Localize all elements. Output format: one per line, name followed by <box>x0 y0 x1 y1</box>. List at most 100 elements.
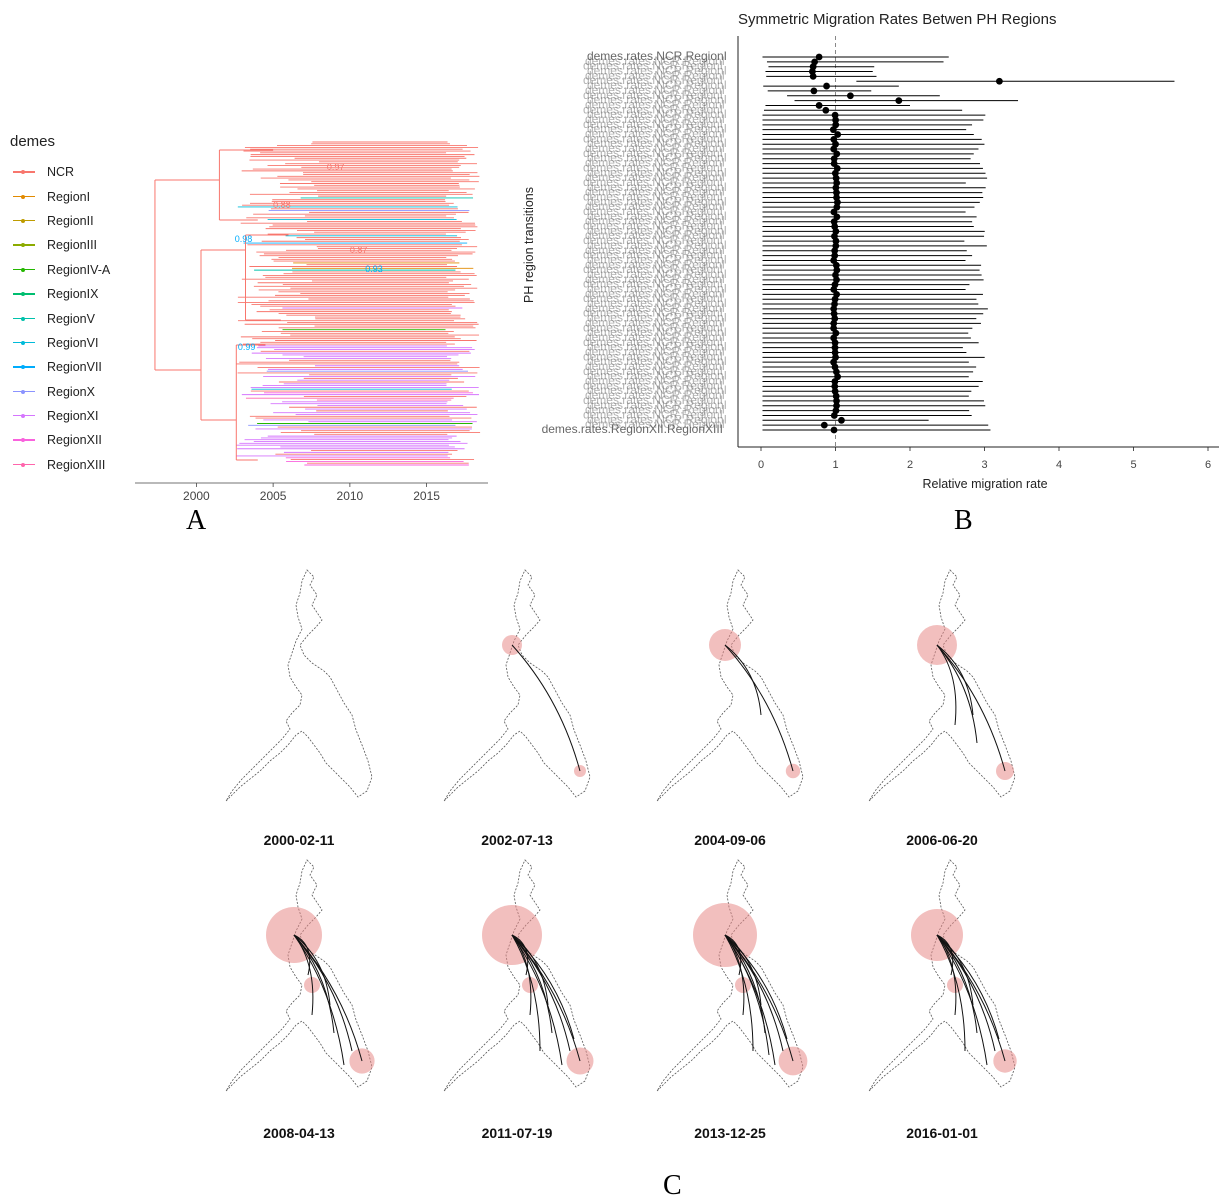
x-tick-label: 4 <box>1056 459 1062 471</box>
map-date-label: 2000-02-11 <box>263 832 335 848</box>
y-tick-label-overlap: demes.rates.NCR.RegionI <box>583 131 723 145</box>
legend-label: RegionIII <box>47 238 98 253</box>
legend-key-swatch <box>13 265 35 275</box>
y-tick-label-overlap: demes.rates.NCR.RegionI <box>583 335 723 349</box>
mean-point <box>996 77 1003 85</box>
y-tick-label-overlap: demes.rates.NCR.RegionI <box>587 209 727 223</box>
legend-label: RegionXI <box>47 409 99 424</box>
mean-point <box>831 247 839 255</box>
migration-link <box>936 644 1006 772</box>
y-tick-label-overlap: demes.rates.NCR.RegionI <box>583 306 723 320</box>
y-tick-label-overlap: demes.rates.NCR.RegionI <box>585 214 725 228</box>
y-tick-label-overlap: demes.rates.NCR.RegionI <box>585 301 725 315</box>
y-tick-label-overlap: demes.rates.NCR.RegionI <box>587 412 727 426</box>
y-tick-label-overlap: demes.rates.RegionXII.RegionXIII <box>542 422 723 436</box>
x-tick-label: 1 <box>832 459 838 471</box>
y-tick-label-overlap: demes.rates.NCR.RegionI <box>585 403 725 417</box>
legend-rows: NCR RegionI RegionII RegionIII RegionIV-A Reg… <box>10 160 130 477</box>
mean-point <box>833 189 840 197</box>
ph-map <box>225 859 375 1092</box>
migration-link <box>936 644 957 726</box>
y-tick-label-overlap: demes.rates.NCR.RegionI <box>583 349 723 363</box>
legend-item: NCR <box>10 160 130 184</box>
y-tick-label-overlap: demes.rates.NCR.RegionI <box>587 78 727 92</box>
y-tick-label-overlap: demes.rates.NCR.RegionI <box>585 97 725 111</box>
y-tick-label-overlap: demes.rates.NCR.RegionI <box>585 112 725 126</box>
y-tick-label-overlap: demes.rates.NCR.RegionI <box>583 59 723 73</box>
legend-item: RegionIII <box>10 233 130 257</box>
migration-link <box>293 934 311 976</box>
migration-link <box>724 934 754 1052</box>
y-tick-label-overlap: demes.rates.NCR.RegionI <box>585 315 725 329</box>
x-tick-label: 5 <box>1130 459 1136 471</box>
migration-link <box>724 644 762 716</box>
island-outline <box>868 859 1016 1092</box>
migration-link <box>936 644 978 744</box>
island-outline <box>656 569 804 802</box>
tree-node-labels: 0.97 0.98 0.87 0.99 0.88 0.93 <box>235 162 383 352</box>
legend-item: RegionX <box>10 380 130 404</box>
mean-point <box>822 106 830 114</box>
y-tick-label-overlap: demes.rates.NCR.RegionI <box>587 325 727 339</box>
legend-label: RegionV <box>47 311 95 326</box>
legend-key-swatch <box>13 240 35 250</box>
y-tick-label-overlap: demes.rates.NCR.RegionI <box>585 83 725 97</box>
ph-map <box>656 569 804 802</box>
y-tick-label-overlap: demes.rates.NCR.RegionI <box>583 364 723 378</box>
legend-label: NCR <box>47 165 75 180</box>
x-tick-label: 2 <box>907 459 913 471</box>
y-tick-label-overlap: demes.rates.NCR.RegionI <box>585 68 725 82</box>
legend-item: RegionI <box>10 184 130 208</box>
legend-item: RegionIX <box>10 282 130 306</box>
y-tick-label-overlap: demes.rates.NCR.RegionI <box>583 248 723 262</box>
tree-tips <box>236 141 481 466</box>
legend-item: RegionV <box>10 306 130 330</box>
y-tick-label-overlap: demes.rates.NCR.RegionI <box>583 189 723 203</box>
y-tick-label-overlap: demes.rates.NCR.RegionI <box>587 238 727 252</box>
y-tick-label-overlap: demes.rates.NCR.RegionI <box>587 267 727 281</box>
y-tick-label-overlap: demes.rates.NCR.RegionI <box>583 233 723 247</box>
tree-backbone <box>154 149 289 461</box>
migration-link <box>293 934 345 1066</box>
mean-point <box>815 102 823 109</box>
y-tick-label-overlap: demes.rates.NCR.RegionI <box>583 146 723 160</box>
ph-map <box>225 569 373 802</box>
mean-point <box>831 349 839 356</box>
y-tick-label-overlap: demes.rates.NCR.RegionI <box>583 291 723 305</box>
y-tick-label-overlap: demes.rates.NCR.RegionI <box>587 223 727 237</box>
y-tick-label-overlap: demes.rates.NCR.RegionI <box>585 141 725 155</box>
y-tick-label-overlap: demes.rates.NCR.RegionI <box>587 107 727 121</box>
y-tick-label-overlap: demes.rates.NCR.RegionI <box>587 151 727 165</box>
legend-label: RegionX <box>47 384 95 399</box>
x-tick-label: 3 <box>981 459 987 471</box>
x-ticks: 0 1 2 3 4 5 6 <box>758 447 1211 471</box>
mean-point <box>834 131 842 138</box>
migration-link <box>511 934 571 1052</box>
legend-label: RegionXIII <box>47 457 106 472</box>
y-tick-label-overlap: demes.rates.NCR.RegionI <box>587 340 727 354</box>
y-tick-label-overlap: demes.rates.NCR.RegionI <box>587 93 727 107</box>
legend-key-swatch <box>13 338 35 348</box>
mean-point <box>820 421 828 429</box>
mean-point <box>830 426 838 434</box>
legend-item: RegionXI <box>10 404 130 428</box>
mean-point <box>831 378 839 385</box>
legend-key-swatch <box>13 289 35 299</box>
y-tick-label-overlap: demes.rates.NCR.RegionI <box>585 170 725 184</box>
y-tick-label-overlap: demes.rates.NCR.RegionI <box>587 383 727 397</box>
migration-link <box>936 934 1000 1040</box>
tree-legend: demes NCR RegionI RegionII RegionIII RegionI… <box>10 133 130 477</box>
map-date-label: 2006-06-20 <box>906 832 978 848</box>
mean-point <box>830 155 838 163</box>
y-tick-label-overlap: demes.rates.NCR.RegionI <box>587 122 727 136</box>
ph-map <box>868 859 1017 1092</box>
migration-link <box>724 934 784 1052</box>
map-date-label: 2002-07-13 <box>481 832 553 848</box>
migration-link <box>936 934 974 1006</box>
y-tick-label-overlap: demes.rates.NCR.RegionI <box>585 54 725 68</box>
migration-link <box>511 934 563 1066</box>
y-tick-label-overlap: demes.rates.NCR.RegionI <box>585 272 725 286</box>
y-tick-label-overlap: demes.rates.NCR.RegionI <box>583 262 723 276</box>
migration-link <box>511 934 575 1040</box>
y-tick-label-overlap: demes.rates.NCR.RegionI <box>583 320 723 334</box>
